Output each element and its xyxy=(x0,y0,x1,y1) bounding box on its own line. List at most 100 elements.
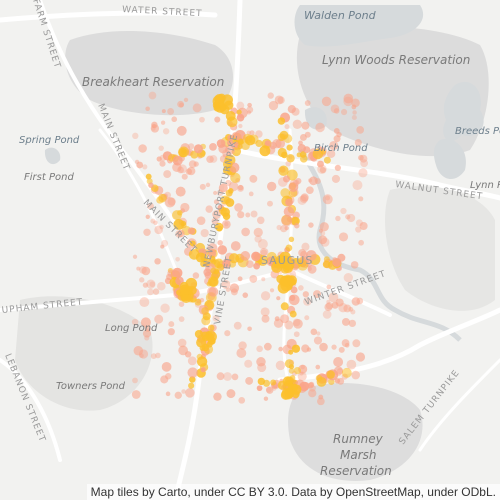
heat-blob xyxy=(139,277,145,283)
label-birch-pond: Birch Pond xyxy=(314,143,368,154)
heat-blob xyxy=(155,352,161,359)
heat-blob xyxy=(285,244,293,252)
heat-blob xyxy=(348,306,354,312)
heat-blob xyxy=(322,194,333,205)
heat-blob xyxy=(138,144,147,153)
heat-blob xyxy=(308,381,315,388)
heat-blob xyxy=(299,134,307,141)
heat-blob xyxy=(292,119,302,129)
heat-blob xyxy=(323,156,331,164)
heat-blob xyxy=(359,221,368,231)
heat-blob xyxy=(346,213,356,223)
heat-blob xyxy=(266,386,274,394)
heat-blob xyxy=(331,174,341,183)
heat-blob xyxy=(237,276,243,282)
heat-blob xyxy=(352,110,357,115)
heat-blob xyxy=(236,101,245,110)
heat-blob xyxy=(158,145,164,151)
label-towners-pond: Towners Pond xyxy=(56,381,126,392)
heat-blob xyxy=(206,155,214,164)
heat-blob xyxy=(218,144,228,154)
heat-blob xyxy=(230,241,241,251)
heat-blob xyxy=(210,267,217,274)
heat-blob xyxy=(277,96,285,104)
heat-blob xyxy=(323,256,330,263)
heat-blob xyxy=(194,329,204,339)
heat-blob xyxy=(284,320,294,330)
heat-blob xyxy=(165,373,172,380)
heat-blob xyxy=(246,110,252,115)
heat-blob xyxy=(139,297,150,308)
heat-blob xyxy=(212,314,220,322)
heat-blob xyxy=(148,182,154,188)
heat-blob xyxy=(193,144,203,154)
heat-blob xyxy=(352,180,363,191)
heat-blob xyxy=(247,102,252,108)
heat-blob xyxy=(326,299,331,304)
heat-blob xyxy=(236,348,247,359)
heat-blob xyxy=(211,217,219,225)
heat-blob xyxy=(221,279,231,289)
heat-blob xyxy=(181,222,187,229)
heat-blob xyxy=(147,202,154,210)
heat-blob xyxy=(318,228,323,233)
heat-blob xyxy=(335,215,341,222)
heat-blob xyxy=(132,377,138,384)
heat-blob xyxy=(177,338,187,348)
heat-blob xyxy=(297,371,307,382)
heat-blob xyxy=(280,302,289,311)
street-main-street-1: MAIN STREET xyxy=(95,102,131,172)
heat-blob xyxy=(220,195,230,205)
heat-blob xyxy=(284,387,295,399)
heat-blob xyxy=(304,100,311,106)
heat-blob xyxy=(283,206,295,217)
heat-blob xyxy=(167,269,175,277)
label-lynn-woods: Lynn Woods Reservation xyxy=(322,53,470,67)
heat-blob xyxy=(284,359,294,369)
heat-blob xyxy=(278,165,289,176)
heat-blob xyxy=(266,200,273,207)
heat-blob xyxy=(286,154,295,163)
heat-blob xyxy=(328,292,339,303)
heat-blob xyxy=(351,114,357,121)
heat-blob xyxy=(348,319,356,328)
heat-blob xyxy=(333,135,341,143)
heat-blob xyxy=(292,318,301,327)
heat-blob xyxy=(178,316,185,322)
heat-blob xyxy=(161,239,169,247)
spring-pond-water xyxy=(44,147,61,165)
heat-blob xyxy=(276,296,281,301)
heat-blob xyxy=(313,336,323,345)
heat-blob xyxy=(340,108,348,116)
map-attribution[interactable]: Map tiles by Carto, under CC BY 3.0. Dat… xyxy=(86,484,500,500)
heat-blob xyxy=(280,314,290,324)
heat-blob xyxy=(277,117,286,125)
heat-blob xyxy=(131,318,139,326)
heat-blob xyxy=(236,109,242,115)
heat-blob xyxy=(303,297,312,306)
heat-blob xyxy=(320,149,326,155)
heat-blob xyxy=(214,93,225,105)
heat-blob xyxy=(280,188,291,198)
heat-blob xyxy=(322,310,332,319)
heat-blob xyxy=(338,232,349,242)
heat-blob xyxy=(156,196,164,204)
heat-blob xyxy=(237,184,244,191)
heat-blob xyxy=(262,379,271,387)
heat-blob xyxy=(221,219,231,229)
heat-blob xyxy=(245,212,251,218)
heat-blob xyxy=(150,353,157,360)
heat-blob xyxy=(240,251,251,261)
heat-blob xyxy=(142,164,148,170)
heat-blob xyxy=(175,256,180,262)
heat-blob xyxy=(343,272,353,283)
heat-blob xyxy=(221,94,233,106)
heat-blob xyxy=(175,186,186,197)
east-green-area xyxy=(385,186,495,311)
heat-blob xyxy=(209,143,217,151)
heat-blob xyxy=(147,288,154,296)
heat-blob xyxy=(202,258,211,267)
heat-blob xyxy=(187,227,196,235)
heat-blob xyxy=(275,360,286,371)
